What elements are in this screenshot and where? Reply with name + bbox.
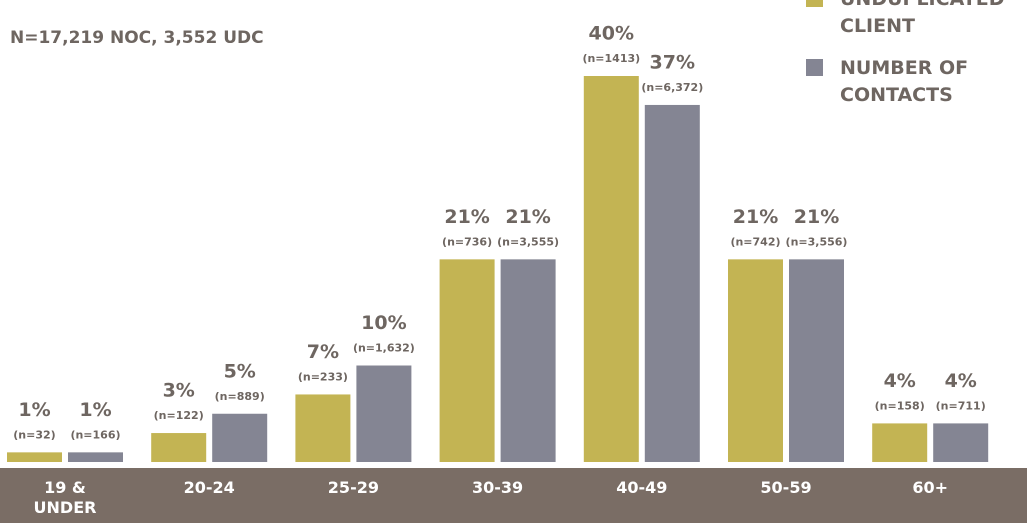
- legend-label: UNDUPLICATED CLIENT: [840, 0, 1005, 37]
- count-label: (n=711): [936, 399, 986, 412]
- value-label: 37%: [650, 51, 695, 73]
- count-label: (n=122): [154, 409, 204, 422]
- value-label: 5%: [224, 360, 256, 382]
- x-tick-label: 25-29: [327, 478, 379, 497]
- count-label: (n=1413): [582, 52, 640, 65]
- bar: [728, 259, 783, 462]
- bar: [439, 259, 495, 462]
- legend-swatch: [806, 59, 823, 76]
- value-label: 21%: [505, 206, 550, 228]
- value-label: 21%: [794, 206, 839, 228]
- bar: [295, 394, 351, 462]
- legend-swatch: [806, 0, 823, 7]
- count-label: (n=166): [70, 428, 120, 441]
- count-label: (n=1,632): [353, 342, 415, 355]
- x-tick-label: 60+: [912, 478, 949, 497]
- count-label: (n=736): [442, 235, 492, 248]
- x-tick-label: 50-59: [760, 478, 812, 497]
- count-label: (n=889): [215, 390, 265, 403]
- bar: [933, 423, 989, 462]
- count-label: (n=158): [875, 399, 925, 412]
- count-label: (n=742): [730, 235, 780, 248]
- count-label: (n=3,555): [497, 235, 559, 248]
- bar: [872, 423, 928, 462]
- bar: [212, 413, 268, 462]
- value-label: 21%: [733, 206, 778, 228]
- bar: [151, 433, 207, 462]
- bar: [500, 259, 556, 462]
- count-label: (n=233): [298, 370, 348, 383]
- x-tick-label: 19 & UNDER: [33, 478, 97, 517]
- value-label: 10%: [361, 312, 406, 334]
- value-label: 7%: [307, 341, 339, 363]
- value-label: 1%: [18, 399, 50, 421]
- bar: [789, 259, 844, 462]
- bar: [7, 452, 62, 462]
- bar: [583, 76, 639, 462]
- x-tick-label: 20-24: [183, 478, 235, 497]
- value-label: 21%: [444, 206, 489, 228]
- value-label: 4%: [945, 370, 977, 392]
- value-label: 3%: [163, 380, 195, 402]
- value-label: 4%: [884, 370, 916, 392]
- value-label: 1%: [79, 399, 111, 421]
- count-label: (n=6,372): [641, 81, 703, 94]
- bar: [68, 452, 123, 462]
- bar: [356, 365, 412, 462]
- x-axis-band: [0, 468, 1027, 523]
- bar: [644, 104, 700, 462]
- x-tick-label: 30-39: [472, 478, 524, 497]
- value-label: 40%: [589, 23, 634, 45]
- chart-title: N=17,219 NOC, 3,552 UDC: [10, 28, 264, 48]
- x-tick-label: 40-49: [616, 478, 668, 497]
- count-label: (n=32): [13, 428, 55, 441]
- count-label: (n=3,556): [786, 235, 848, 248]
- legend-label: NUMBER OF CONTACTS: [840, 57, 969, 106]
